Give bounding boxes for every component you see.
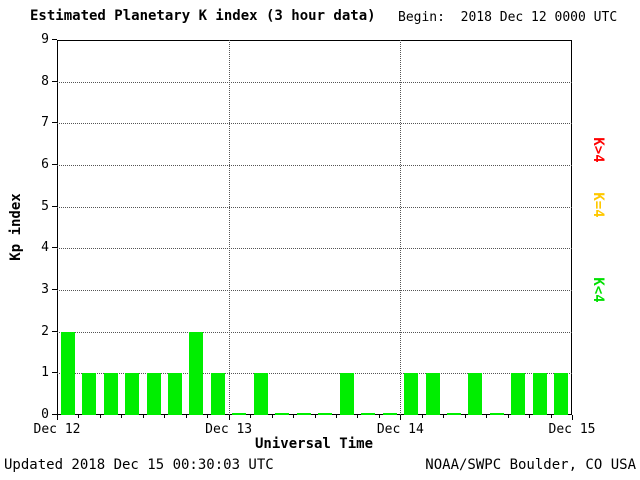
- source-text: NOAA/SWPC Boulder, CO USA: [425, 457, 636, 473]
- x-minor-tick: [335, 415, 337, 418]
- x-minor-tick: [207, 415, 209, 418]
- kp-bar: [146, 373, 161, 415]
- kp-bar: [446, 413, 461, 415]
- chart-title: Estimated Planetary K index (3 hour data…: [30, 8, 376, 24]
- h-gridline: [57, 290, 572, 291]
- y-tick-label: 1: [41, 365, 49, 381]
- x-tick-label: Dec 12: [33, 422, 81, 437]
- y-tick: [52, 122, 57, 124]
- y-tick: [52, 39, 57, 40]
- h-gridline: [57, 331, 572, 333]
- x-major-tick: [57, 415, 58, 420]
- y-tick-label: 7: [41, 115, 49, 131]
- x-minor-tick: [271, 415, 273, 418]
- kp-bar: [60, 331, 75, 415]
- x-major-tick: [572, 415, 573, 420]
- x-minor-tick: [486, 415, 488, 418]
- y-axis-label: Kp index: [8, 193, 24, 261]
- y-tick-label: 6: [41, 157, 49, 172]
- kp-bar: [361, 413, 376, 415]
- kp-bar: [511, 373, 526, 415]
- y-tick: [52, 330, 57, 332]
- h-gridline: [57, 81, 572, 83]
- x-minor-tick: [443, 415, 445, 418]
- y-tick-label: 0: [41, 407, 49, 422]
- y-tick-label: 9: [41, 32, 49, 47]
- kp-bar: [339, 373, 354, 415]
- kp-bar: [125, 373, 140, 415]
- v-gridline: [400, 40, 402, 415]
- x-minor-tick: [99, 415, 101, 418]
- kp-bar: [404, 373, 419, 415]
- x-minor-tick: [121, 415, 123, 418]
- y-tick: [52, 247, 57, 249]
- begin-timestamp: Begin: 2018 Dec 12 0000 UTC: [398, 10, 618, 25]
- v-gridline: [228, 40, 230, 415]
- y-tick: [52, 289, 57, 290]
- h-gridline: [57, 248, 572, 250]
- x-minor-tick: [507, 415, 509, 418]
- y-tick-label: 5: [41, 198, 49, 214]
- h-gridline: [57, 373, 572, 375]
- kp-bar: [168, 373, 183, 415]
- x-minor-tick: [529, 415, 531, 418]
- updated-text: Updated 2018 Dec 15 00:30:03 UTC: [4, 457, 274, 473]
- kp-bar: [82, 373, 97, 415]
- legend-item-2: K<4: [590, 277, 606, 303]
- x-minor-tick: [250, 415, 252, 418]
- h-gridline: [57, 206, 572, 208]
- kp-bar: [253, 373, 268, 415]
- x-minor-tick: [78, 415, 80, 418]
- y-tick: [52, 205, 57, 207]
- x-tick-label: Dec 14: [376, 422, 424, 437]
- kp-bar: [210, 373, 225, 415]
- x-minor-tick: [185, 415, 187, 418]
- y-tick-label: 2: [41, 323, 49, 339]
- x-tick-label: Dec 13: [205, 422, 253, 437]
- x-minor-tick: [142, 415, 144, 418]
- kp-bar: [468, 373, 483, 415]
- y-tick-label: 3: [41, 282, 49, 297]
- plot-area: [57, 40, 572, 415]
- x-minor-tick: [550, 415, 552, 418]
- legend-item-1: K=4: [590, 192, 606, 218]
- x-minor-tick: [314, 415, 316, 418]
- kp-bar: [318, 413, 333, 415]
- y-tick-label: 8: [41, 73, 49, 89]
- kp-bar: [296, 413, 311, 415]
- x-major-tick: [228, 415, 230, 420]
- x-minor-tick: [164, 415, 166, 418]
- y-tick: [52, 80, 57, 82]
- kp-bar: [532, 373, 547, 415]
- kp-bar: [103, 373, 118, 415]
- y-tick-label: 4: [41, 240, 49, 256]
- kp-bar: [489, 413, 504, 415]
- y-tick: [52, 372, 57, 374]
- x-minor-tick: [378, 415, 380, 418]
- x-axis-label: Universal Time: [254, 436, 374, 452]
- x-minor-tick: [421, 415, 423, 418]
- h-gridline: [57, 165, 572, 166]
- kp-bar: [425, 373, 440, 415]
- x-minor-tick: [357, 415, 359, 418]
- y-tick: [52, 164, 57, 165]
- kp-bar: [382, 413, 397, 415]
- y-tick: [52, 414, 57, 415]
- legend-item-0: K>4: [590, 137, 606, 163]
- x-minor-tick: [464, 415, 466, 418]
- x-minor-tick: [293, 415, 295, 418]
- kp-bar: [189, 331, 204, 415]
- kp-bar: [232, 413, 247, 415]
- kp-bar: [275, 413, 290, 415]
- x-tick-label: Dec 15: [548, 422, 596, 437]
- kp-bar: [554, 373, 569, 415]
- x-major-tick: [400, 415, 402, 420]
- h-gridline: [57, 123, 572, 125]
